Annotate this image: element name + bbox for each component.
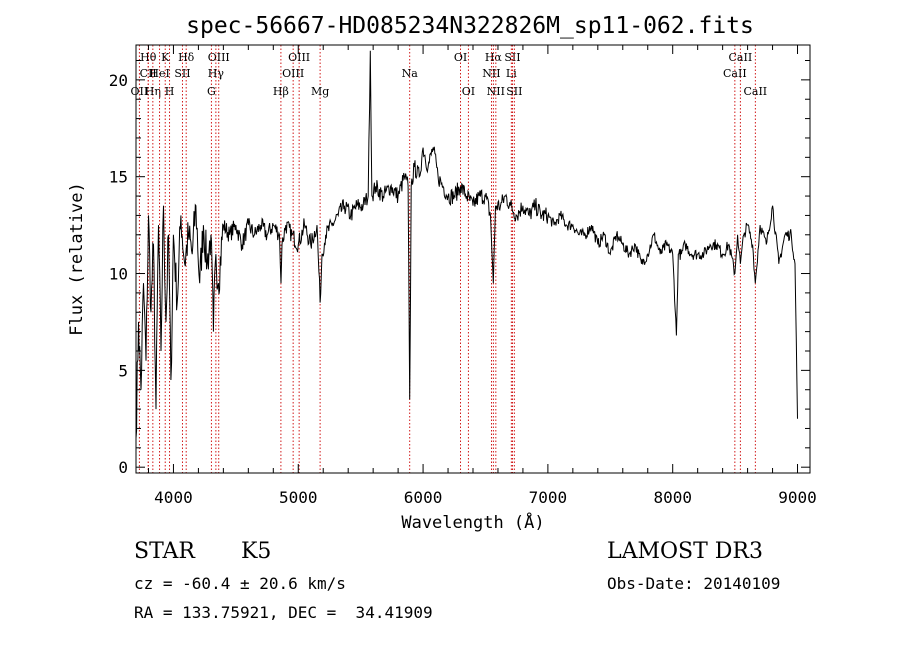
spectral-line-label: Na (402, 67, 419, 80)
survey-name: LAMOST DR3 (607, 539, 763, 564)
spectral-line-label: CaII (723, 67, 747, 80)
x-tick-label: 5000 (279, 488, 318, 507)
y-axis-label: Flux (relative) (67, 182, 87, 336)
spectral-line-label: OII (131, 85, 149, 98)
y-tick-label: 5 (118, 361, 128, 380)
y-tick-label: 20 (109, 71, 128, 90)
x-tick-label: 9000 (778, 488, 817, 507)
spectral-line-label: OI (462, 85, 475, 98)
spectral-line-label: Hβ (273, 85, 289, 98)
spectral-line-label: Hα (485, 51, 503, 64)
coordinates: RA = 133.75921, DEC = 34.41909 (134, 603, 433, 622)
subclass: K5 (241, 539, 272, 564)
spectral-line-label: NII (487, 85, 505, 98)
spectral-line-label: CaII (729, 51, 753, 64)
spectral-line-label: HeI (149, 67, 169, 80)
flux-spectrum-line (135, 50, 798, 439)
spectral-line-label: K (161, 51, 170, 64)
spectral-line-label: Hγ (208, 67, 225, 80)
spectral-line-label: Hη (145, 85, 161, 98)
y-tick-label: 15 (109, 168, 128, 187)
x-tick-label: 8000 (653, 488, 692, 507)
plot-frame (135, 44, 811, 474)
x-tick-label: 4000 (154, 488, 193, 507)
spectral-line-label: SII (504, 51, 520, 64)
spectral-line-label: CaII (743, 85, 767, 98)
spectral-line-label: Hδ (178, 51, 195, 64)
object-class: STAR (134, 539, 195, 564)
x-tick-label: 6000 (404, 488, 443, 507)
x-axis-label: Wavelength (Å) (401, 511, 544, 533)
spectral-line-label: Li (506, 67, 517, 80)
spectral-line-label: NII (482, 67, 500, 80)
spectral-line-label: SII (506, 85, 522, 98)
observation-date: Obs-Date: 20140109 (607, 574, 781, 593)
spectral-line-label: Hθ (140, 51, 157, 64)
y-tick-label: 0 (118, 458, 128, 477)
axis-ticks-layer: 4000 5000 6000 7000 8000 9000 0 5 10 15 20 (109, 45, 817, 507)
spectral-line-label: OIII (288, 51, 310, 64)
redshift-velocity: cz = -60.4 ± 20.6 km/s (134, 574, 346, 593)
spectral-line-label: OIII (282, 67, 304, 80)
chart-title: spec-56667-HD085234N322826M_sp11-062.fit… (186, 13, 754, 39)
spectral-line-label: SII (174, 67, 190, 80)
spectral-line-label: G (207, 85, 216, 98)
spectral-line-label: OIII (208, 51, 230, 64)
spectral-line-label: H (165, 85, 175, 98)
x-tick-label: 7000 (529, 488, 568, 507)
spectral-line-label: Mg (311, 85, 329, 98)
spectral-line-label: OI (454, 51, 467, 64)
y-tick-label: 10 (109, 265, 128, 284)
